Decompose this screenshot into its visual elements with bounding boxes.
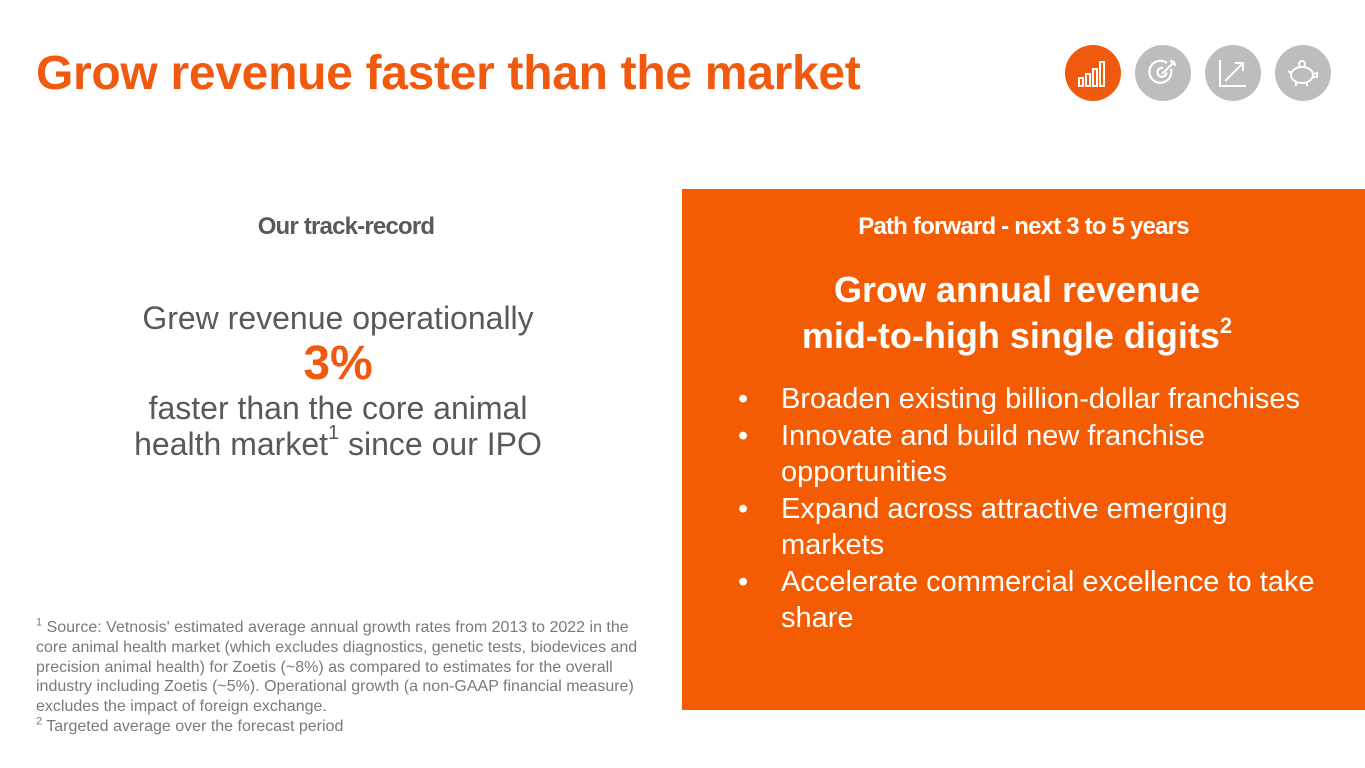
nav-trend[interactable] (1205, 45, 1261, 101)
statement-line-1: Grew revenue operationally (142, 300, 534, 336)
goal-line-2-text: mid-to-high single digits (801, 315, 1220, 356)
section-nav (1065, 45, 1331, 101)
nav-revenue-growth[interactable] (1065, 45, 1121, 101)
path-forward-heading: Path forward - next 3 to 5 years (858, 213, 1189, 240)
bullet-text: Accelerate commercial excellence to take… (781, 565, 1315, 635)
bullet-dot: • (738, 419, 749, 452)
goal-line-1: Grow annual revenue (833, 269, 1201, 310)
footnote-ref-2: 2 (1219, 313, 1233, 338)
bullet-dot: • (738, 565, 749, 598)
track-record-section: Our track-record Grew revenue operationa… (0, 0, 682, 768)
footnote-2: 2 Targeted average over the forecast per… (36, 715, 656, 737)
statement-line-3-tail: since our IPO (339, 426, 542, 462)
statement-line-2: faster than the core animal (148, 390, 528, 426)
footnote-2-text: Targeted average over the forecast perio… (42, 717, 344, 735)
list-item: • Accelerate commercial excellence to tak… (738, 564, 1338, 637)
track-record-statement: Grew revenue operationally 3% faster tha… (0, 298, 676, 462)
statement-line-3: health market1 since our IPO (0, 423, 676, 462)
footnote-2-marker: 2 (36, 715, 43, 728)
bullet-text: Broaden existing billion-dollar franchis… (781, 383, 1301, 415)
piggy-bank-icon (1287, 60, 1318, 86)
list-item: • Broaden existing billion-dollar franchi… (738, 381, 1338, 418)
list-item: • Innovate and build new franchise opport… (738, 418, 1338, 491)
growth-highlight: 3% (303, 337, 373, 390)
nav-savings[interactable] (1275, 45, 1331, 101)
footnote-ref-1: 1 (328, 422, 340, 445)
bullet-dot: • (738, 383, 749, 415)
footnotes: 1 Source: Vetnosis' estimated average an… (36, 616, 656, 737)
footnote-1-text: Source: Vetnosis' estimated average annu… (36, 619, 638, 716)
list-item: • Expand across attractive emerging marke… (738, 491, 1338, 564)
path-forward-panel: Path forward - next 3 to 5 years Grow an… (682, 189, 1365, 710)
bullet-text: Innovate and build new franchise opportu… (781, 419, 1206, 489)
revenue-goal: Grow annual revenue mid-to-high single d… (682, 267, 1352, 359)
footnote-1-marker: 1 (36, 616, 43, 629)
bullet-dot: • (738, 492, 749, 525)
bar-chart-icon (1078, 61, 1105, 87)
goal-line-2: mid-to-high single digits2 (682, 313, 1352, 359)
footnote-1: 1 Source: Vetnosis' estimated average an… (36, 616, 656, 717)
trend-arrow-icon (1219, 60, 1246, 87)
bullet-text: Expand across attractive emerging market… (781, 492, 1228, 562)
strategy-bullets: • Broaden existing billion-dollar franchi… (738, 381, 1338, 637)
target-icon (1148, 59, 1177, 84)
statement-line-3-text: health market (134, 426, 328, 462)
track-record-heading: Our track-record (257, 213, 435, 240)
nav-target[interactable] (1135, 45, 1191, 101)
page-title: Grow revenue faster than the market (36, 47, 861, 100)
